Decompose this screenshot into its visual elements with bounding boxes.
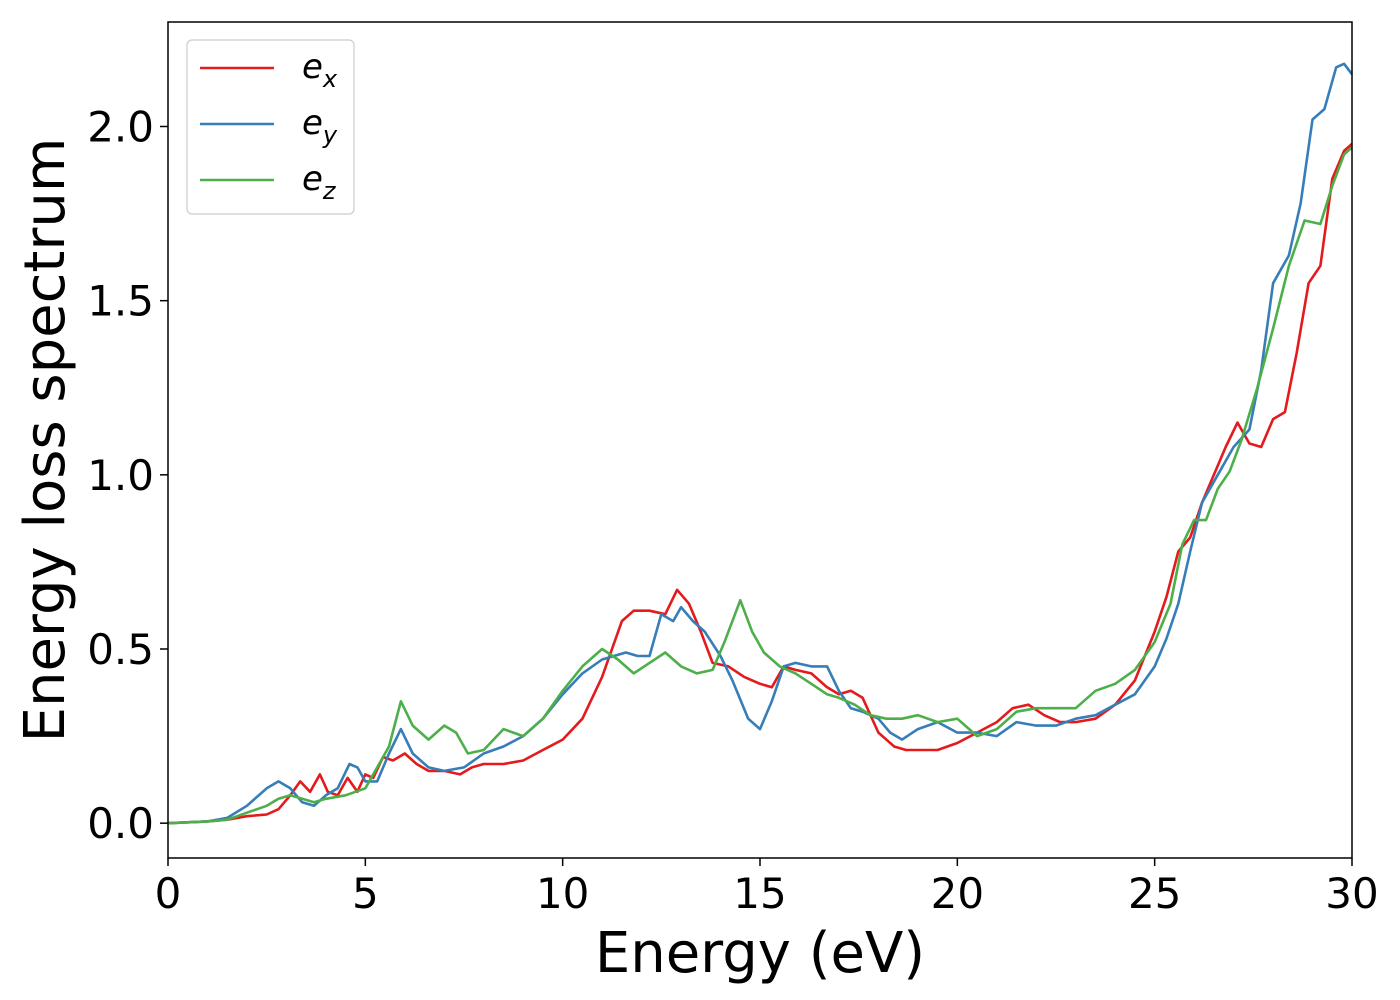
- legend-label-ey: ey: [302, 103, 338, 149]
- y-tick-label: 0.5: [87, 625, 154, 674]
- y-tick-label: 1.5: [87, 277, 154, 326]
- y-tick-label: 0.0: [87, 799, 154, 848]
- series-line-ez: [167, 146, 1353, 825]
- x-axis-title: Energy (eV): [595, 921, 925, 986]
- x-tick-label: 10: [536, 869, 589, 918]
- x-tick-label: 30: [1325, 869, 1378, 918]
- x-tick-label: 5: [352, 869, 379, 918]
- series-layer: [167, 62, 1354, 825]
- y-axis-title: Energy loss spectrum: [13, 138, 78, 743]
- x-tick-label: 25: [1128, 869, 1181, 918]
- x-tick-label: 15: [733, 869, 786, 918]
- ticks-layer: 0 5 10 15 20 25 30 0.0 0.5 1.0 1.5 2.0: [87, 103, 1379, 919]
- x-tick-label: 20: [931, 869, 984, 918]
- x-tick-label: 0: [155, 869, 182, 918]
- y-tick-label: 2.0: [87, 103, 154, 152]
- legend-label-ex: ex: [302, 47, 338, 93]
- y-tick-label: 1.0: [87, 451, 154, 500]
- legend-box: [186, 39, 355, 215]
